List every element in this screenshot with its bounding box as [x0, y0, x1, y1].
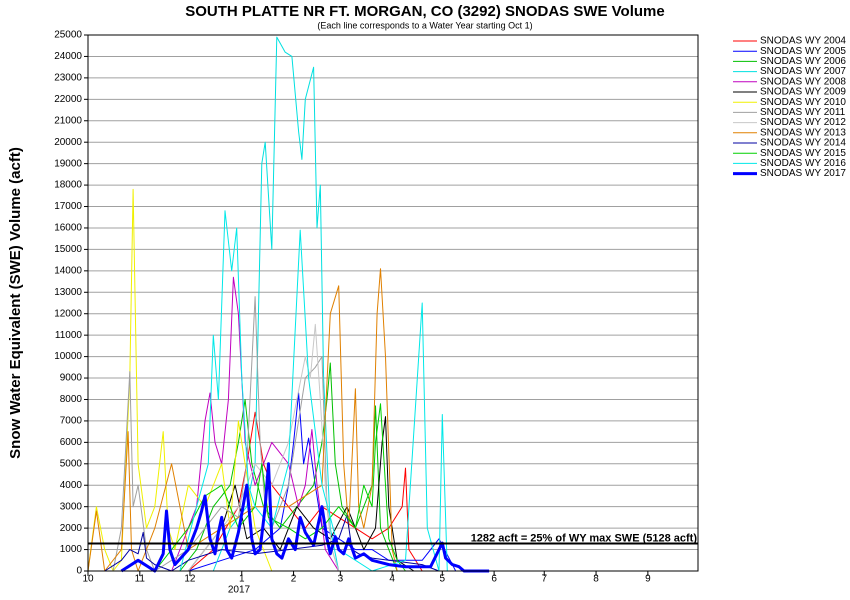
plot-area: 0 1000 2000 3000 4000 5000 6000 7000 8000 9000 100… — [54, 30, 699, 585]
legend-label: SNODAS WY 2009 — [760, 87, 846, 98]
y-tick-label: 12000 — [54, 308, 82, 319]
y-tick-label: 7000 — [60, 416, 83, 427]
y-tick-label: 4000 — [60, 480, 83, 491]
x-tick-label: 10 — [82, 574, 94, 585]
legend-label: SNODAS WY 2010 — [760, 97, 846, 108]
y-tick-label: 25000 — [54, 30, 82, 41]
y-tick-label: 8000 — [60, 394, 83, 405]
y-tick-label: 0 — [76, 566, 82, 577]
y-tick-label: 16000 — [54, 223, 82, 234]
legend-label: SNODAS WY 2012 — [760, 117, 846, 128]
x-tick-label: 5 — [440, 574, 446, 585]
series-line — [179, 210, 448, 572]
legend-label: SNODAS WY 2013 — [760, 127, 846, 138]
y-tick-label: 5000 — [60, 458, 83, 469]
y-axis-label: Snow Water Equivalent (SWE) Volume (acft… — [7, 147, 24, 459]
legend-label: SNODAS WY 2014 — [760, 138, 846, 149]
x-tick-label: 1 — [239, 574, 245, 585]
legend-label: SNODAS WY 2015 — [760, 148, 846, 159]
legend-label: SNODAS WY 2008 — [760, 76, 846, 87]
x-tick-label: 9 — [645, 574, 651, 585]
x-tick-label: 12 — [184, 574, 196, 585]
series-line — [187, 323, 356, 572]
y-tick-label: 22000 — [54, 94, 82, 105]
plot-frame — [87, 34, 699, 572]
legend-label: SNODAS WY 2016 — [760, 158, 846, 169]
series-line — [187, 416, 415, 572]
y-tick-label: 17000 — [54, 201, 82, 212]
x-tick-label: 2 — [291, 574, 297, 585]
chart-subtitle: (Each line corresponds to a Water Year s… — [317, 20, 532, 30]
legend-label: SNODAS WY 2006 — [760, 56, 846, 67]
y-tick-label: 13000 — [54, 287, 82, 298]
y-tick-label: 3000 — [60, 501, 83, 512]
y-tick-label: 23000 — [54, 73, 82, 84]
x-tick-label: 3 — [338, 574, 344, 585]
y-tick-label: 20000 — [54, 137, 82, 148]
x-tick-label: 4 — [389, 574, 395, 585]
legend-label: SNODAS WY 2005 — [760, 46, 846, 57]
y-tick-label: 10000 — [54, 351, 82, 362]
y-tick-label: 18000 — [54, 180, 82, 191]
y-tick-label: 21000 — [54, 115, 82, 126]
x-tick-label: 6 — [491, 574, 497, 585]
y-tick-label: 6000 — [60, 437, 83, 448]
chart-title: SOUTH PLATTE NR FT. MORGAN, CO (3292) SN… — [185, 3, 664, 20]
y-tick-label: 14000 — [54, 265, 82, 276]
series-line — [112, 296, 340, 572]
y-tick-label: 24000 — [54, 51, 82, 62]
y-tick-label: 9000 — [60, 373, 83, 384]
y-tick-label: 19000 — [54, 158, 82, 169]
series-line — [120, 462, 490, 573]
series-line — [179, 362, 398, 572]
legend-label: SNODAS WY 2004 — [760, 36, 846, 47]
y-tick-label: 2000 — [60, 523, 83, 534]
legend-label: SNODAS WY 2011 — [760, 107, 846, 118]
series-line — [87, 188, 273, 572]
x-tick-label: 8 — [593, 574, 599, 585]
y-tick-label: 11000 — [55, 330, 83, 341]
y-tick-label: 1000 — [60, 544, 83, 555]
legend-label: SNODAS WY 2017 — [760, 168, 846, 179]
legend-label: SNODAS WY 2007 — [760, 66, 846, 77]
y-tick-label: 15000 — [54, 244, 82, 255]
x-tick-label: 7 — [541, 574, 547, 585]
x-year-label: 2017 — [228, 585, 251, 596]
series-line — [154, 403, 406, 572]
x-tick-label: 11 — [135, 574, 146, 585]
threshold-label: 1282 acft = 25% of WY max SWE (5128 acft… — [471, 532, 698, 544]
